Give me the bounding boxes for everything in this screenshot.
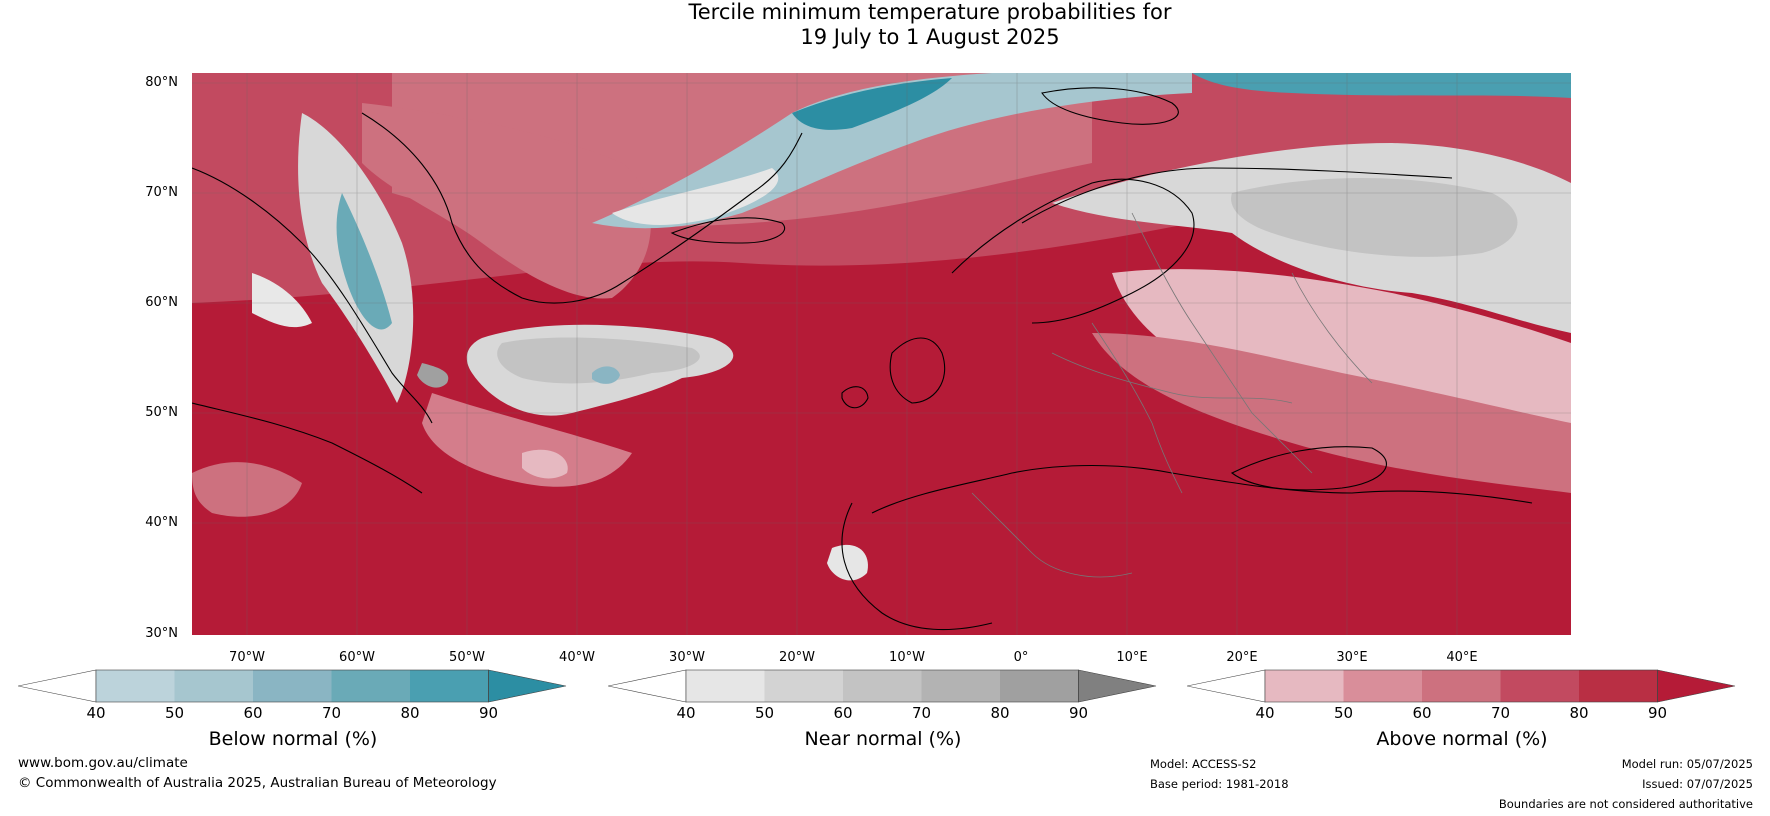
lon-label-30w: 30°W bbox=[669, 650, 705, 665]
title-line-2: 19 July to 1 August 2025 bbox=[800, 25, 1060, 49]
colorbar-below-swatches bbox=[18, 669, 567, 703]
near-tick-50: 50 bbox=[754, 704, 775, 722]
below-tick-70: 70 bbox=[321, 704, 342, 722]
lon-label-30e: 30°E bbox=[1336, 650, 1368, 665]
below-tick-40: 40 bbox=[86, 704, 106, 722]
lat-label-50n: 50°N bbox=[145, 405, 178, 420]
near-tick-60: 60 bbox=[833, 704, 853, 722]
colorbar-above-swatches bbox=[1187, 669, 1736, 703]
forecast-map bbox=[192, 73, 1571, 635]
above-tick-60: 60 bbox=[1412, 704, 1432, 722]
lat-label-60n: 60°N bbox=[145, 295, 178, 310]
lat-label-40n: 40°N bbox=[145, 515, 178, 530]
base-period: Base period: 1981-2018 bbox=[1150, 777, 1289, 791]
lat-label-80n: 80°N bbox=[145, 75, 178, 90]
lon-label-10w: 10°W bbox=[889, 650, 925, 665]
model-run-date: Model run: 05/07/2025 bbox=[1621, 757, 1753, 771]
country-borders bbox=[971, 212, 1373, 578]
lon-label-40w: 40°W bbox=[559, 650, 595, 665]
issued-date: Issued: 07/07/2025 bbox=[1642, 777, 1753, 791]
near-tick-80: 80 bbox=[990, 704, 1010, 722]
colorbar-near-normal: 40 50 60 70 80 90 Near normal (%) bbox=[608, 668, 1158, 750]
lon-label-10e: 10°E bbox=[1116, 650, 1148, 665]
lon-label-20w: 20°W bbox=[779, 650, 815, 665]
below-tick-80: 80 bbox=[400, 704, 420, 722]
map-title: Tercile minimum temperature probabilitie… bbox=[0, 0, 1770, 50]
lat-label-70n: 70°N bbox=[145, 185, 178, 200]
near-normal-title: Near normal (%) bbox=[804, 728, 962, 750]
graticule bbox=[192, 73, 1571, 635]
boundaries-disclaimer: Boundaries are not considered authoritat… bbox=[1498, 797, 1753, 811]
above-tick-80: 80 bbox=[1569, 704, 1589, 722]
lon-label-50w: 50°W bbox=[449, 650, 485, 665]
lon-label-20e: 20°E bbox=[1226, 650, 1258, 665]
lon-label-60w: 60°W bbox=[339, 650, 375, 665]
lon-label-0: 0° bbox=[1013, 650, 1029, 665]
website-link[interactable]: www.bom.gov.au/climate bbox=[18, 755, 188, 771]
above-tick-90: 90 bbox=[1647, 704, 1668, 722]
above-tick-50: 50 bbox=[1333, 704, 1354, 722]
map-canvas bbox=[192, 73, 1571, 635]
below-normal-title: Below normal (%) bbox=[208, 728, 378, 750]
near-tick-90: 90 bbox=[1068, 704, 1089, 722]
copyright-text: © Commonwealth of Australia 2025, Austra… bbox=[18, 775, 497, 791]
near-tick-40: 40 bbox=[676, 704, 696, 722]
above-tick-40: 40 bbox=[1255, 704, 1275, 722]
below-tick-60: 60 bbox=[243, 704, 263, 722]
lat-label-30n: 30°N bbox=[145, 626, 178, 641]
below-tick-90: 90 bbox=[478, 704, 499, 722]
above-normal-title: Above normal (%) bbox=[1376, 728, 1548, 750]
lon-label-70w: 70°W bbox=[229, 650, 265, 665]
lon-label-40e: 40°E bbox=[1446, 650, 1478, 665]
model-name: Model: ACCESS-S2 bbox=[1150, 757, 1257, 771]
colorbar-above-normal: 40 50 60 70 80 90 Above normal (%) bbox=[1187, 668, 1737, 750]
above-tick-70: 70 bbox=[1490, 704, 1511, 722]
title-line-1: Tercile minimum temperature probabilitie… bbox=[688, 0, 1172, 24]
near-tick-70: 70 bbox=[911, 704, 932, 722]
colorbar-below-normal: 40 50 60 70 80 90 Below normal (%) bbox=[18, 668, 568, 750]
below-tick-50: 50 bbox=[164, 704, 185, 722]
colorbar-near-swatches bbox=[608, 669, 1157, 703]
